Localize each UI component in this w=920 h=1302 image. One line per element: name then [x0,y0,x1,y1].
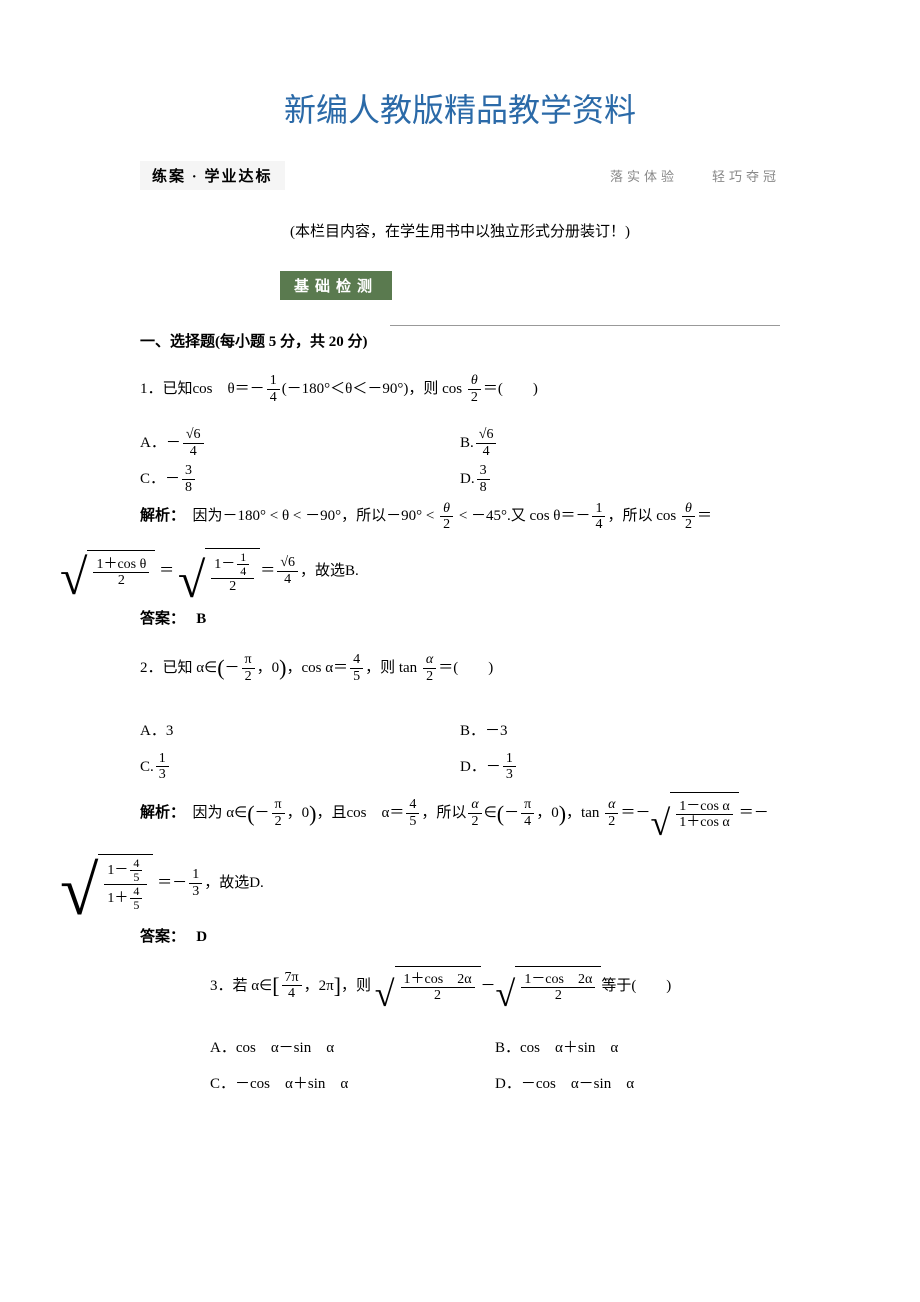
q2-options: A．3 B．－3 C. 13 D．－ 13 [140,713,780,785]
q1-explain-line2: √ 1＋cos θ2 ＝ √ 1－14 2 ＝ √64 ，故选 B. [60,548,780,595]
q1-tail: ＝( ) [483,371,538,407]
sqrt-expr: √ 1－14 2 [178,548,260,595]
section-heading: 一、选择题(每小题 5 分，共 20 分) [140,330,780,351]
question-1: 1．已知cos θ＝－ 1 4 (－180°＜θ＜－90°)，则 cos θ 2… [140,371,780,407]
q2-explain-line2: √ 1－45 1＋45 ＝－ 13 ，故选 D. [60,854,780,913]
sqrt-expr: √ 1－45 1＋45 [60,854,153,913]
option-b: B．－3 [460,713,780,749]
option-b: B. [460,425,474,461]
section-header: 练案 · 学业达标 落实体验 轻巧夺冠 [140,161,780,190]
badge-underline [390,325,780,326]
q2-answer: 答案： D [140,925,780,946]
fraction: 1 4 [267,373,280,405]
question-2: 2．已知 α∈ ( － π2 ，0 ) ，cos α＝ 45 ，则 tan α2… [140,642,780,695]
option-a: A．cos α－sin α [210,1030,495,1066]
q1-cond: (－180°＜θ＜－90°)，则 cos [282,371,462,407]
q3-options: A．cos α－sin α B．cos α＋sin α C．－cos α＋sin… [210,1030,780,1102]
explain-label: 解析： [140,497,185,536]
header-subtitle: 落实体验 轻巧夺冠 [610,166,780,185]
note-text: (本栏目内容，在学生用书中以独立形式分册装订！) [140,220,780,241]
q1-explain: 解析： 因为－180° < θ < －90°，所以－90° < θ2 < －45… [140,497,780,536]
option-a: A．3 [140,713,460,749]
q1-answer: 答案： B [140,607,780,628]
option-d: D．－cos α－sin α [495,1066,780,1102]
q1-options: A．－ √64 B. √64 C．－ 38 D. 38 [140,425,780,497]
option-b: B．cos α＋sin α [495,1030,780,1066]
q1-text: 1．已知cos θ＝－ [140,371,265,407]
document-title: 新编人教版精品教学资料 [140,85,780,131]
fraction: θ 2 [468,373,481,405]
question-3: 3．若 α∈ [ 7π4 ，2π ] ，则 √1＋cos 2α2 － √1－co… [210,960,780,1013]
option-c: C. [140,749,154,785]
option-d: D．－ [460,749,501,785]
header-box-label: 练案 · 学业达标 [140,161,285,190]
option-d: D. [460,461,475,497]
sqrt-expr: √ 1＋cos θ2 [60,550,155,592]
q2-explain: 解析： 因为 α∈ (－ π2 ，0) ，且cos α＝ 45 ，所以 α2 ∈… [140,785,780,842]
option-c: C．－cos α＋sin α [210,1066,495,1102]
option-a: A．－ [140,425,181,461]
section-badge: 基础检测 [280,271,392,300]
option-c: C．－ [140,461,180,497]
